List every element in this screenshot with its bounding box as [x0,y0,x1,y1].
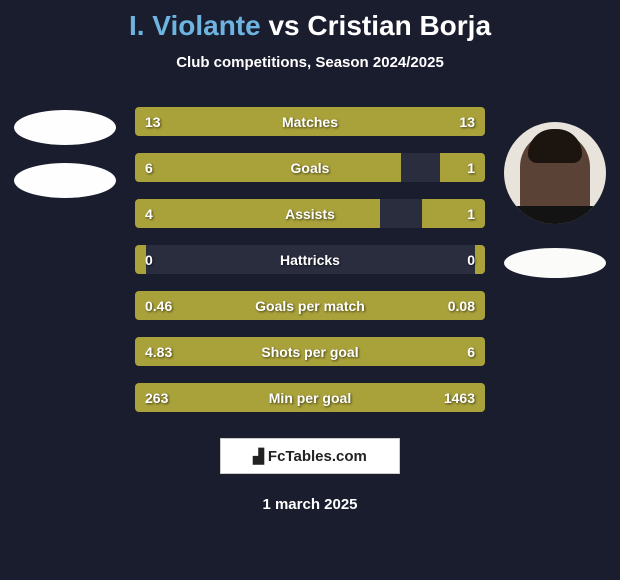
subtitle: Club competitions, Season 2024/2025 [0,54,620,71]
stat-value-right: 13 [459,107,475,136]
player2-team-badge [504,248,606,278]
stat-label: Shots per goal [135,337,485,366]
player2-head-icon [520,132,590,224]
fctables-logo[interactable]: ▟ FcTables.com [220,438,400,474]
stat-value-right: 1463 [444,383,475,412]
player2-avatar [504,122,606,224]
player2-name: Cristian Borja [307,10,491,41]
stat-label: Hattricks [135,245,485,274]
stat-row: 0.46Goals per match0.08 [135,291,485,320]
vs-text: vs [268,10,299,41]
player1-avatar [14,110,116,145]
stat-bars: 13Matches136Goals14Assists10Hattricks00.… [135,107,485,412]
stat-row: 263Min per goal1463 [135,383,485,412]
stat-row: 6Goals1 [135,153,485,182]
comparison-title: I. Violante vs Cristian Borja [0,10,620,42]
player1-team-badge [14,163,116,198]
player1-avatar-column [10,110,120,198]
stat-value-right: 6 [467,337,475,366]
stat-label: Goals [135,153,485,182]
chart-icon: ▟ [253,448,264,465]
date-label: 1 march 2025 [0,496,620,513]
stat-label: Goals per match [135,291,485,320]
stat-label: Matches [135,107,485,136]
stat-label: Assists [135,199,485,228]
stat-value-right: 1 [467,199,475,228]
stat-row: 13Matches13 [135,107,485,136]
stat-row: 0Hattricks0 [135,245,485,274]
stat-value-right: 0.08 [448,291,475,320]
comparison-card: I. Violante vs Cristian Borja Club compe… [0,0,620,580]
player2-avatar-column [500,122,610,278]
stat-label: Min per goal [135,383,485,412]
stat-value-right: 1 [467,153,475,182]
stat-row: 4.83Shots per goal6 [135,337,485,366]
stat-value-right: 0 [467,245,475,274]
logo-text: FcTables.com [268,448,367,465]
stat-row: 4Assists1 [135,199,485,228]
player1-name: I. Violante [129,10,261,41]
